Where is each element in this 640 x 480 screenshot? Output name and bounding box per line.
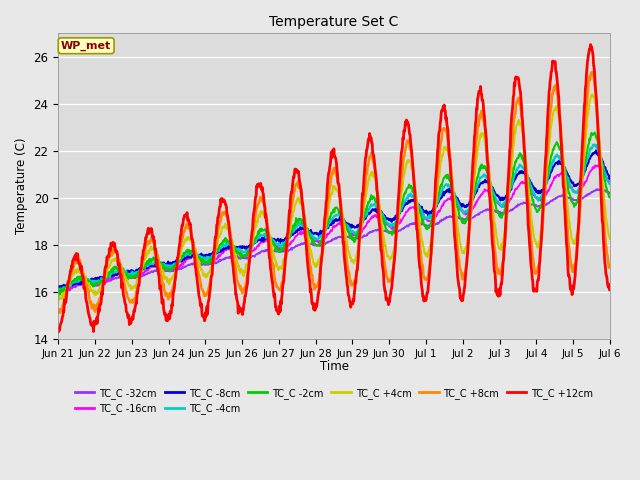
TC_C +4cm xyxy=(606,236,614,241)
TC_C -16cm xyxy=(54,289,62,295)
TC_C -8cm xyxy=(606,176,614,181)
TC_C -16cm xyxy=(55,290,63,296)
TC_C -8cm xyxy=(571,183,579,189)
X-axis label: Time: Time xyxy=(319,360,349,373)
Line: TC_C +12cm: TC_C +12cm xyxy=(58,45,610,332)
TC_C +4cm xyxy=(54,295,62,300)
Line: TC_C -8cm: TC_C -8cm xyxy=(58,150,610,288)
TC_C -4cm xyxy=(201,254,209,260)
Line: TC_C -2cm: TC_C -2cm xyxy=(58,132,610,295)
TC_C -2cm xyxy=(454,204,461,210)
TC_C +8cm xyxy=(606,263,614,269)
TC_C -16cm xyxy=(340,222,348,228)
TC_C +8cm xyxy=(589,69,596,75)
TC_C +4cm xyxy=(55,297,63,302)
TC_C +12cm xyxy=(54,329,62,335)
TC_C -32cm xyxy=(201,262,209,268)
TC_C -32cm xyxy=(260,249,268,254)
TC_C -32cm xyxy=(454,215,461,221)
Line: TC_C -4cm: TC_C -4cm xyxy=(58,144,610,291)
Legend: TC_C -32cm, TC_C -16cm, TC_C -8cm, TC_C -4cm, TC_C -2cm, TC_C +4cm, TC_C +8cm, T: TC_C -32cm, TC_C -16cm, TC_C -8cm, TC_C … xyxy=(71,384,597,419)
TC_C -2cm xyxy=(54,289,62,295)
TC_C -2cm xyxy=(127,274,134,279)
TC_C -8cm xyxy=(54,284,62,289)
TC_C +4cm xyxy=(571,241,579,247)
TC_C +12cm xyxy=(587,42,595,48)
TC_C -8cm xyxy=(340,217,348,223)
TC_C -4cm xyxy=(591,142,599,147)
TC_C +4cm xyxy=(454,224,461,230)
TC_C -16cm xyxy=(571,189,579,195)
TC_C +4cm xyxy=(588,91,596,97)
TC_C +12cm xyxy=(259,191,267,196)
Line: TC_C +8cm: TC_C +8cm xyxy=(58,72,610,313)
TC_C -4cm xyxy=(606,180,614,186)
TC_C -4cm xyxy=(55,288,63,294)
TC_C -2cm xyxy=(260,228,268,233)
TC_C +12cm xyxy=(453,266,461,272)
TC_C +12cm xyxy=(127,319,134,325)
TC_C -8cm xyxy=(260,236,268,241)
TC_C +8cm xyxy=(260,198,268,204)
TC_C +8cm xyxy=(127,299,134,305)
TC_C -8cm xyxy=(454,195,461,201)
TC_C +8cm xyxy=(201,293,209,299)
TC_C +8cm xyxy=(54,309,62,315)
TC_C +4cm xyxy=(340,218,348,224)
TC_C -16cm xyxy=(201,259,209,265)
TC_C -32cm xyxy=(54,287,62,292)
TC_C +8cm xyxy=(56,310,63,316)
TC_C -4cm xyxy=(454,200,461,205)
TC_C -4cm xyxy=(571,189,579,195)
Line: TC_C -32cm: TC_C -32cm xyxy=(58,189,610,291)
TC_C -8cm xyxy=(58,286,65,291)
TC_C -2cm xyxy=(591,130,598,135)
TC_C -4cm xyxy=(340,218,348,224)
TC_C -32cm xyxy=(571,197,579,203)
TC_C -2cm xyxy=(571,202,579,207)
TC_C +12cm xyxy=(606,285,614,290)
Title: Temperature Set C: Temperature Set C xyxy=(269,15,399,29)
Text: WP_met: WP_met xyxy=(61,41,111,51)
TC_C -16cm xyxy=(127,274,134,280)
TC_C -4cm xyxy=(127,272,134,278)
TC_C +12cm xyxy=(201,318,209,324)
TC_C -8cm xyxy=(127,269,134,275)
TC_C +8cm xyxy=(340,226,348,232)
TC_C +8cm xyxy=(571,261,579,267)
TC_C -32cm xyxy=(606,191,614,196)
TC_C -32cm xyxy=(340,234,348,240)
TC_C -16cm xyxy=(606,181,614,187)
Y-axis label: Temperature (C): Temperature (C) xyxy=(15,138,28,234)
TC_C -2cm xyxy=(606,194,614,200)
TC_C -2cm xyxy=(340,217,348,223)
Line: TC_C -16cm: TC_C -16cm xyxy=(58,166,610,293)
TC_C +12cm xyxy=(339,240,347,246)
TC_C -16cm xyxy=(260,238,268,244)
TC_C +8cm xyxy=(454,243,461,249)
TC_C -32cm xyxy=(593,186,601,192)
TC_C -2cm xyxy=(56,292,63,298)
TC_C -32cm xyxy=(127,275,134,280)
TC_C -4cm xyxy=(260,232,268,238)
TC_C -16cm xyxy=(454,203,461,209)
TC_C -16cm xyxy=(591,163,599,168)
TC_C -32cm xyxy=(58,288,66,294)
TC_C +4cm xyxy=(201,272,209,277)
TC_C +12cm xyxy=(570,282,578,288)
TC_C -4cm xyxy=(54,286,62,292)
TC_C -8cm xyxy=(201,252,209,258)
TC_C +4cm xyxy=(127,287,134,292)
TC_C +4cm xyxy=(260,213,268,218)
Line: TC_C +4cm: TC_C +4cm xyxy=(58,94,610,300)
TC_C -8cm xyxy=(592,147,600,153)
TC_C -2cm xyxy=(201,259,209,265)
